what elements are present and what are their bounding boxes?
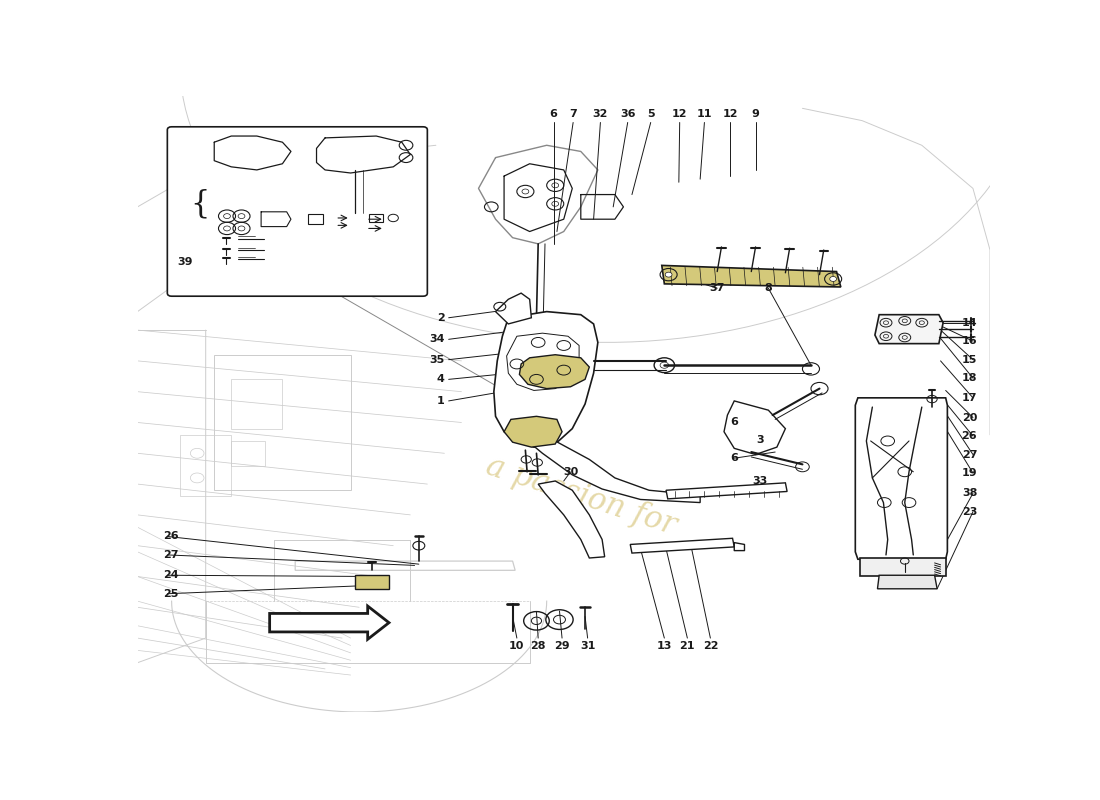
Polygon shape xyxy=(494,311,598,447)
Polygon shape xyxy=(662,266,840,287)
Bar xyxy=(308,214,323,224)
Bar xyxy=(370,214,383,222)
Bar xyxy=(231,441,265,466)
Text: 23: 23 xyxy=(961,507,977,517)
Circle shape xyxy=(666,272,672,277)
Polygon shape xyxy=(270,606,389,639)
Bar xyxy=(231,379,283,429)
Text: 28: 28 xyxy=(530,641,546,651)
Text: 32: 32 xyxy=(593,110,608,119)
Text: 8: 8 xyxy=(764,283,772,293)
Text: 33: 33 xyxy=(752,476,768,486)
Polygon shape xyxy=(519,354,590,389)
Polygon shape xyxy=(724,401,785,454)
Polygon shape xyxy=(538,481,605,558)
Text: 20: 20 xyxy=(961,413,977,422)
Text: 16: 16 xyxy=(961,336,977,346)
Text: 1: 1 xyxy=(437,396,444,406)
Text: 36: 36 xyxy=(620,110,636,119)
Text: 4: 4 xyxy=(437,374,444,384)
Text: 15: 15 xyxy=(961,354,977,365)
Text: 9: 9 xyxy=(751,110,759,119)
Text: 27: 27 xyxy=(163,550,178,560)
Polygon shape xyxy=(495,293,531,324)
Text: {: { xyxy=(190,188,209,219)
Text: 3: 3 xyxy=(756,434,763,445)
Polygon shape xyxy=(531,441,700,502)
Polygon shape xyxy=(630,538,735,553)
Text: 14: 14 xyxy=(961,318,977,328)
Text: 29: 29 xyxy=(554,641,570,651)
Text: 5: 5 xyxy=(647,110,654,119)
Text: 35: 35 xyxy=(429,354,444,365)
Text: 12: 12 xyxy=(723,110,738,119)
Polygon shape xyxy=(666,483,788,499)
Text: 21: 21 xyxy=(680,641,695,651)
Text: 27: 27 xyxy=(961,450,977,459)
Bar xyxy=(214,354,351,490)
Text: 37: 37 xyxy=(710,283,725,293)
Text: 13: 13 xyxy=(657,641,672,651)
Text: 25: 25 xyxy=(163,589,178,598)
Text: 6: 6 xyxy=(550,110,558,119)
Text: 22: 22 xyxy=(703,641,718,651)
Bar xyxy=(180,435,231,496)
Text: 34: 34 xyxy=(429,334,444,344)
Polygon shape xyxy=(878,575,937,589)
Text: 10: 10 xyxy=(509,641,525,651)
Text: a passion for: a passion for xyxy=(482,451,680,542)
FancyBboxPatch shape xyxy=(167,127,427,296)
Polygon shape xyxy=(504,416,562,447)
Text: 39: 39 xyxy=(177,258,192,267)
Circle shape xyxy=(829,277,836,282)
Text: 24: 24 xyxy=(163,570,178,580)
Text: 19: 19 xyxy=(961,468,977,478)
Text: 26: 26 xyxy=(961,431,977,441)
Polygon shape xyxy=(860,558,946,577)
Bar xyxy=(355,575,389,589)
Text: 6: 6 xyxy=(730,418,738,427)
Text: 18: 18 xyxy=(961,373,977,383)
Text: 17: 17 xyxy=(961,393,977,403)
Text: 26: 26 xyxy=(163,531,178,542)
Text: 30: 30 xyxy=(563,466,579,477)
Text: 2: 2 xyxy=(437,313,444,322)
Text: 12: 12 xyxy=(672,110,688,119)
Text: 7: 7 xyxy=(570,110,578,119)
Text: 11: 11 xyxy=(696,110,712,119)
Text: 31: 31 xyxy=(580,641,595,651)
Text: 6: 6 xyxy=(730,454,738,463)
Polygon shape xyxy=(856,398,947,559)
Text: 38: 38 xyxy=(961,488,977,498)
Polygon shape xyxy=(874,314,943,344)
